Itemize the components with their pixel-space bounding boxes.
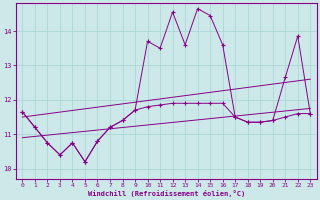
X-axis label: Windchill (Refroidissement éolien,°C): Windchill (Refroidissement éolien,°C) (88, 190, 245, 197)
